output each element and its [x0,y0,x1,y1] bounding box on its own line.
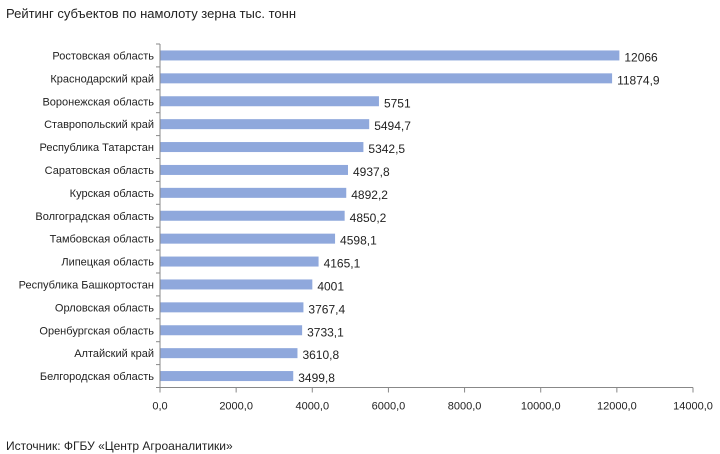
bar[interactable] [160,325,303,336]
category-label: Курская область [70,188,155,200]
category-label: Волгоградская область [35,211,154,223]
value-label: 3499,8 [298,371,335,385]
value-label: 3733,1 [307,325,344,339]
x-tick-label: 8000,0 [448,401,482,413]
value-label: 5751 [384,96,411,110]
value-label: 3610,8 [302,348,339,362]
value-label: 12066 [624,50,658,64]
category-label: Тамбовская область [50,234,155,246]
category-label: Оренбургская область [39,325,154,337]
value-label: 11874,9 [617,73,660,87]
value-label: 3767,4 [308,302,345,316]
bar[interactable] [160,73,613,84]
value-label: 4937,8 [353,165,390,179]
x-tick-label: 2000,0 [219,401,253,413]
bar[interactable] [160,371,294,382]
category-label: Орловская область [55,302,154,314]
x-tick-label: 6000,0 [372,401,406,413]
x-tick-label: 0,0 [152,401,167,413]
bar[interactable] [160,256,319,267]
value-label: 4850,2 [350,211,387,225]
chart-title: Рейтинг субъектов по намолоту зерна тыс.… [6,6,297,21]
category-label: Республика Татарстан [39,142,154,154]
category-label: Воронежская область [42,96,154,108]
bar[interactable] [160,164,348,175]
x-tick-label: 10000,0 [521,401,561,413]
bar[interactable] [160,302,304,313]
category-label: Республика Башкортостан [19,279,154,291]
category-label: Ставропольский край [44,119,154,131]
value-label: 4001 [317,279,344,293]
bar[interactable] [160,233,336,244]
category-label: Липецкая область [61,257,154,269]
x-tick-label: 14000,0 [673,401,713,413]
x-tick-label: 12000,0 [597,401,637,413]
source-note: Источник: ФГБУ «Центр Агроаналитики» [6,439,233,453]
bar[interactable] [160,187,347,198]
category-label: Саратовская область [45,165,155,177]
x-tick-label: 4000,0 [295,401,329,413]
value-label: 4892,2 [351,188,388,202]
bar[interactable] [160,96,379,107]
bar[interactable] [160,119,370,130]
bar[interactable] [160,210,345,221]
bar[interactable] [160,279,313,290]
value-label: 5494,7 [374,119,411,133]
value-label: 5342,5 [368,142,405,156]
value-label: 4598,1 [340,234,377,248]
bar[interactable] [160,142,364,153]
bar[interactable] [160,50,620,61]
category-label: Белгородская область [40,371,154,383]
category-label: Ростовская область [52,50,154,62]
category-label: Алтайский край [74,348,154,360]
value-label: 4165,1 [324,257,361,271]
category-label: Краснодарский край [50,73,154,85]
bar[interactable] [160,348,298,359]
